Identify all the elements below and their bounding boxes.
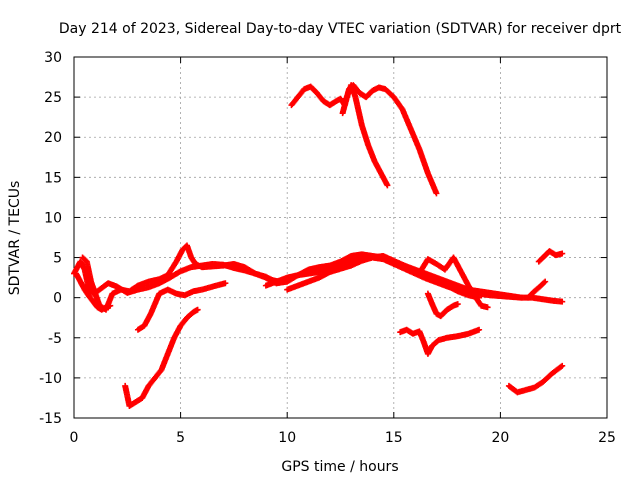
data-point	[454, 301, 461, 308]
series-arc-p	[535, 248, 566, 265]
x-tick-label: 10	[278, 430, 296, 446]
x-axis-label: GPS time / hours	[281, 459, 398, 475]
series-arc-l	[397, 326, 483, 357]
series-arc-o	[525, 278, 549, 301]
series-arc-e	[122, 306, 201, 409]
y-tick-label: -5	[48, 331, 62, 347]
y-tick-label: -15	[39, 411, 62, 427]
plot-frame	[73, 56, 608, 419]
series-arc-m	[424, 290, 461, 320]
y-tick-label: 0	[53, 291, 62, 307]
data-point	[222, 280, 229, 287]
x-tick-label: 20	[491, 430, 509, 446]
series-arc-c	[73, 270, 114, 313]
data-points	[71, 82, 566, 409]
y-axis-label: SDTVAR / TECUs	[7, 181, 23, 296]
data-point	[541, 279, 548, 286]
y-tick-label: 25	[44, 90, 62, 106]
data-point	[194, 306, 201, 313]
data-point	[384, 182, 391, 189]
x-tick-label: 15	[385, 430, 403, 446]
data-point	[558, 363, 565, 370]
series-arc-k	[339, 82, 391, 189]
series-arc-i	[418, 254, 491, 311]
series-arc-d	[134, 280, 229, 333]
series-arc-n	[505, 362, 566, 396]
data-point	[107, 302, 114, 309]
data-point	[559, 298, 566, 305]
y-tick-label: 10	[44, 210, 62, 226]
axis-ticks: 0 5 10 15 20 25 -15 -10 -5 0 5 10 15 20 25 30	[39, 50, 616, 446]
series-arc-h	[284, 252, 483, 301]
chart-title: Day 214 of 2023, Sidereal Day-to-day VTE…	[59, 21, 622, 37]
series-arc-b	[79, 242, 280, 313]
data-point	[559, 250, 566, 257]
data-point	[542, 278, 549, 285]
y-tick-label: 15	[44, 170, 62, 186]
x-tick-label: 0	[70, 430, 79, 446]
data-point	[518, 294, 525, 301]
x-tick-label: 25	[598, 430, 616, 446]
data-point	[559, 362, 566, 369]
series-arc-g	[262, 251, 525, 301]
data-point	[476, 326, 483, 333]
y-tick-label: 5	[53, 251, 62, 267]
data-point	[433, 190, 440, 197]
y-tick-label: -10	[39, 371, 62, 387]
y-tick-label: 30	[44, 50, 62, 66]
y-tick-label: 20	[44, 130, 62, 146]
data-point	[484, 304, 491, 311]
x-tick-label: 5	[176, 430, 185, 446]
